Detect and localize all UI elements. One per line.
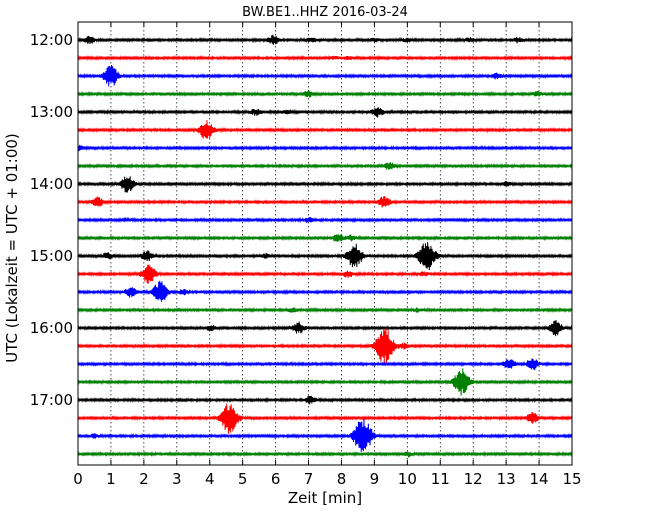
x-tick-label: 13	[497, 470, 516, 488]
trace-line	[77, 120, 573, 139]
trace-line	[77, 195, 573, 208]
trace-line	[77, 368, 573, 396]
x-tick-label: 10	[398, 470, 417, 488]
y-tick-label: 16:00	[30, 319, 73, 337]
trace-line	[77, 264, 573, 284]
trace-line	[77, 327, 573, 364]
x-tick-label: 0	[73, 470, 83, 488]
trace-line	[77, 419, 573, 452]
trace-line	[77, 162, 573, 170]
trace-line	[77, 216, 573, 224]
trace-line	[77, 54, 573, 62]
trace-line	[77, 144, 573, 152]
x-tick-label: 14	[530, 470, 549, 488]
x-tick-label: 15	[562, 470, 581, 488]
x-tick-label: 2	[139, 470, 149, 488]
y-tick-label: 12:00	[30, 31, 73, 49]
tick-layer: 0 1 2 3 4 5 6 7 8 9 10 11 12 13 14 1512:0013:0014:0015:…	[30, 22, 582, 488]
trace-line	[77, 395, 573, 405]
x-tick-label: 1	[106, 470, 116, 488]
x-axis-label: Zeit [min]	[288, 489, 362, 507]
trace-layer	[77, 34, 573, 458]
trace-line	[77, 107, 573, 118]
y-tick-label: 17:00	[30, 391, 73, 409]
trace-line	[77, 358, 573, 370]
grid-layer	[110, 22, 540, 465]
x-tick-label: 4	[205, 470, 215, 488]
x-tick-label: 5	[238, 470, 248, 488]
x-tick-label: 7	[304, 470, 314, 488]
y-tick-label: 14:00	[30, 175, 73, 193]
x-tick-label: 3	[172, 470, 182, 488]
trace-line	[77, 65, 573, 87]
trace-line	[77, 234, 573, 242]
y-axis-label: UTC (Lokalzeit = UTC + 01:00)	[3, 133, 21, 363]
plot-frame	[77, 21, 573, 466]
trace-line	[77, 320, 573, 337]
x-tick-label: 11	[431, 470, 450, 488]
trace-line	[77, 306, 573, 314]
x-tick-label: 12	[464, 470, 483, 488]
y-tick-label: 15:00	[30, 247, 73, 265]
trace-line	[77, 280, 573, 302]
trace-line	[77, 90, 573, 98]
y-tick-label: 13:00	[30, 103, 73, 121]
chart-title: BW.BE1..HHZ 2016-03-24	[242, 5, 408, 20]
trace-line	[77, 450, 573, 458]
x-tick-label: 8	[337, 470, 347, 488]
x-tick-label: 9	[370, 470, 380, 488]
x-tick-label: 6	[271, 470, 281, 488]
trace-line	[77, 242, 573, 271]
trace-line	[77, 176, 573, 193]
trace-line	[77, 34, 573, 45]
trace-line	[77, 403, 573, 434]
